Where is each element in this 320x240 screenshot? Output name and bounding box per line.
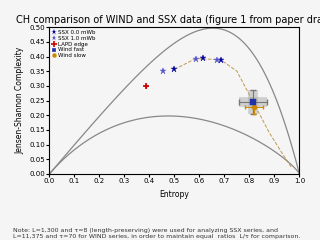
Text: Note: L=1,300 and τ=8 (length-preserving) were used for analyzing SSX series, an: Note: L=1,300 and τ=8 (length-preserving…: [13, 228, 300, 239]
X-axis label: Entropy: Entropy: [159, 190, 189, 199]
Title: CH comparison of WIND and SSX data (figure 1 from paper draft): CH comparison of WIND and SSX data (figu…: [16, 15, 320, 25]
Legend: SSX 0.0 mWb, SSX 1.0 mWb, LAPD edge, Wind fast, Wind slow: SSX 0.0 mWb, SSX 1.0 mWb, LAPD edge, Win…: [51, 29, 97, 59]
Y-axis label: Jensen-Shannon Complexity: Jensen-Shannon Complexity: [15, 47, 24, 154]
